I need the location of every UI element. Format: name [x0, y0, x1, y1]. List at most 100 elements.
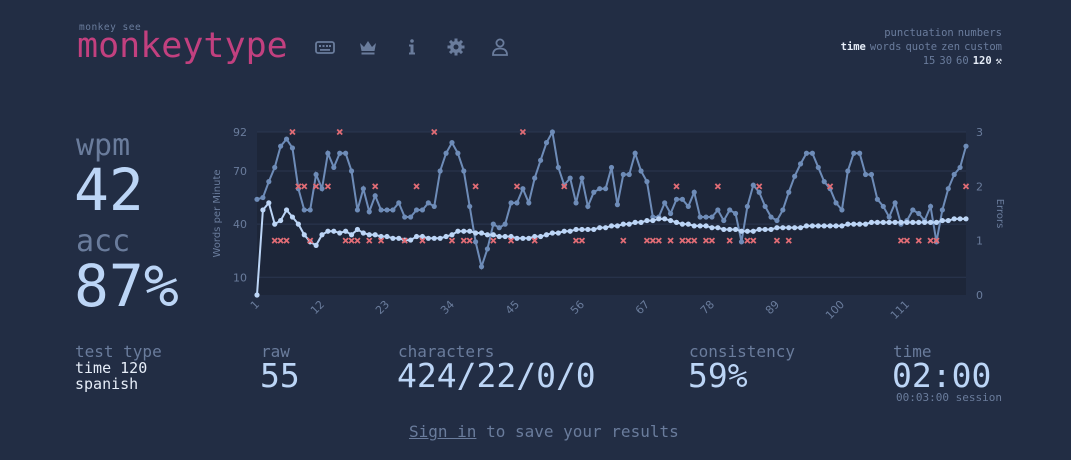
- raw-point: [591, 189, 597, 195]
- error-mark: [419, 237, 426, 244]
- raw-point: [455, 150, 461, 156]
- wrench-icon[interactable]: ⚒: [995, 55, 1002, 67]
- config-row-mode: time words quote zen custom: [837, 41, 1002, 53]
- user-icon[interactable]: [490, 37, 510, 57]
- wpm-point: [697, 223, 703, 229]
- config-time[interactable]: time: [840, 41, 866, 53]
- x-tick-label: 100: [823, 298, 847, 322]
- config-time-60[interactable]: 60: [956, 55, 969, 67]
- error-mark-stroke: [620, 237, 627, 244]
- error-mark: [289, 128, 296, 136]
- error-mark: [466, 237, 473, 244]
- raw-point: [490, 221, 496, 227]
- error-mark-stroke: [336, 128, 343, 136]
- characters-value: 424/22/0/0: [397, 356, 596, 395]
- info-icon[interactable]: [402, 37, 422, 57]
- wpm-point: [289, 214, 296, 220]
- error-mark-stroke: [312, 183, 320, 190]
- config-words[interactable]: words: [869, 41, 902, 53]
- wpm-point: [945, 217, 951, 224]
- raw-point: [691, 189, 697, 195]
- raw-point: [862, 171, 869, 178]
- error-mark: [472, 183, 479, 190]
- wpm-point: [532, 233, 538, 240]
- raw-point: [538, 157, 544, 163]
- raw-point: [815, 164, 821, 171]
- wpm-point: [549, 230, 556, 236]
- error-mark: [336, 128, 343, 136]
- error-mark-stroke: [519, 128, 527, 136]
- error-mark-stroke: [377, 237, 385, 244]
- raw-point: [331, 164, 337, 171]
- y2-tick-label: 2: [976, 180, 983, 193]
- raw-point: [632, 150, 638, 156]
- config-custom[interactable]: custom: [964, 41, 1002, 53]
- raw-point: [927, 203, 934, 210]
- raw-point: [662, 200, 668, 206]
- config-time-120[interactable]: 120: [972, 55, 992, 67]
- wpm-point: [667, 217, 674, 224]
- x-tick-label: 89: [763, 298, 782, 317]
- wpm-point: [768, 226, 774, 233]
- raw-point: [880, 203, 886, 210]
- raw-point: [526, 200, 532, 206]
- error-mark-stroke: [750, 237, 757, 244]
- y2-axis-label: Errors: [994, 199, 1005, 229]
- wpm-point: [585, 226, 591, 233]
- wpm-point: [319, 232, 325, 238]
- raw-point: [366, 209, 372, 215]
- keyboard-icon[interactable]: [315, 37, 335, 57]
- wpm-point: [780, 225, 786, 231]
- config-zen[interactable]: zen: [941, 41, 961, 53]
- error-mark: [933, 237, 940, 244]
- wpm-point: [880, 219, 886, 225]
- raw-point: [443, 150, 449, 156]
- raw-point: [543, 140, 550, 146]
- wpm-point: [738, 228, 745, 234]
- config-quote[interactable]: quote: [905, 41, 938, 53]
- error-mark: [572, 237, 580, 244]
- wpm-point: [951, 216, 957, 222]
- config-time-15[interactable]: 15: [922, 55, 936, 67]
- wpm-point: [756, 226, 762, 233]
- gear-icon[interactable]: [446, 37, 466, 57]
- crown-icon[interactable]: [358, 37, 378, 57]
- error-mark: [366, 237, 373, 244]
- raw-point: [957, 164, 963, 171]
- raw-point: [762, 203, 768, 210]
- wpm-point: [857, 221, 863, 227]
- raw-point: [348, 168, 355, 174]
- raw-point: [301, 207, 307, 213]
- raw-point: [278, 143, 284, 149]
- error-mark: [927, 237, 934, 244]
- logo-text[interactable]: monkeytype: [77, 26, 288, 66]
- raw-point: [585, 203, 591, 210]
- wpm-point: [337, 230, 343, 236]
- wpm-point: [254, 292, 260, 298]
- test-type-mode: time 120: [75, 359, 148, 377]
- wpm-point: [425, 235, 431, 241]
- wpm-point: [732, 226, 739, 233]
- wpm-point: [413, 233, 420, 240]
- config-numbers[interactable]: numbers: [957, 27, 1002, 39]
- wpm-point: [679, 221, 685, 227]
- raw-point: [413, 207, 420, 213]
- raw-point: [502, 221, 508, 227]
- signin-link[interactable]: Sign in: [409, 422, 477, 441]
- session-time: 00:03:00 session: [896, 391, 1002, 404]
- test-type-language: spanish: [75, 375, 139, 393]
- error-mark: [756, 183, 763, 190]
- wpm-point: [703, 223, 709, 229]
- wpm-point: [662, 216, 668, 222]
- config-time-30[interactable]: 30: [939, 55, 953, 67]
- error-mark-stroke: [472, 183, 479, 190]
- wpm-point: [691, 223, 697, 229]
- error-mark: [685, 237, 692, 244]
- raw-point: [608, 164, 615, 171]
- wpm-point: [490, 232, 496, 238]
- error-mark-stroke: [431, 128, 438, 136]
- config-punctuation[interactable]: punctuation: [884, 27, 954, 39]
- error-mark: [750, 237, 757, 244]
- error-mark-stroke: [578, 237, 586, 244]
- raw-point: [833, 200, 839, 206]
